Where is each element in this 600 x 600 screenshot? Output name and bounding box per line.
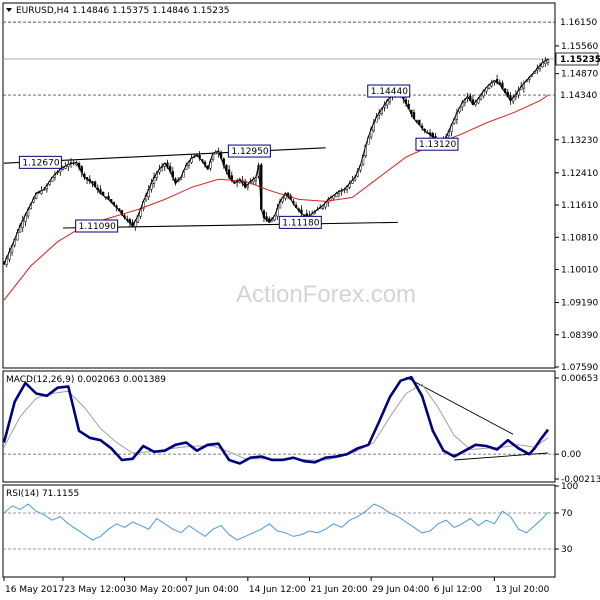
swing-level-value: 1.13120 (419, 140, 456, 150)
swing-level-annotation: 1.11090 (75, 219, 119, 233)
price-level-box (555, 52, 599, 66)
rsi-axis-tick-label: 100 (561, 482, 578, 492)
swing-level-box (75, 219, 119, 233)
swing-level-box (367, 84, 411, 98)
time-axis-label: 21 Jun 20:00 (310, 585, 367, 595)
time-axis-label: 7 Jun 04:00 (187, 585, 239, 595)
price-header: EURUSD,H4 1.14846 1.15375 1.14846 1.1523… (6, 6, 229, 16)
price-level-label: 1.15235 (555, 52, 600, 66)
macd-axis-tick-label: 0.00653 (561, 374, 598, 384)
macd-panel-frame (2, 370, 556, 483)
swing-level-value: 1.12950 (231, 147, 268, 157)
time-axis-label: 13 Jul 20:00 (495, 585, 549, 595)
macd-line (2, 375, 550, 465)
macd-axis-tick-label: -0.00213 (561, 475, 600, 485)
rsi-axis-tick-label: 30 (561, 545, 573, 555)
moving-average-line (3, 94, 549, 301)
price-level-value: 1.16150 (560, 18, 597, 28)
watermark: ActionForex.com (236, 281, 416, 308)
swing-level-value: 1.14440 (371, 87, 408, 97)
price-trendline (62, 221, 398, 229)
swing-level-box (415, 137, 459, 151)
price-axis-tick-label: 1.08390 (561, 331, 598, 341)
swing-level-box (18, 155, 62, 169)
price-level-label: 1.16150 (555, 15, 599, 29)
dropdown-triangle-icon (6, 8, 12, 12)
time-axis-label: 6 Jul 12:00 (434, 585, 483, 595)
macd-axis-tick-label: 0.00 (561, 450, 581, 460)
swing-level-value: 1.11090 (79, 222, 116, 232)
macd-header-text: MACD(12,26,9) 0.002063 0.001389 (6, 375, 166, 385)
time-axis-label: 30 May 20:00 (126, 585, 188, 595)
price-level-value: 1.15235 (560, 55, 600, 65)
price-level-box (555, 15, 599, 29)
price-level-value: 1.14340 (560, 91, 597, 101)
swing-level-box (227, 144, 271, 158)
price-axis-tick-label: 1.10010 (561, 266, 598, 276)
price-axis-tick-label: 1.12410 (561, 169, 598, 179)
candle-body (2, 263, 6, 265)
swing-level-box (278, 215, 322, 229)
price-axis-tick-label: 1.14870 (561, 70, 598, 80)
time-axis-label: 16 May 2017 (5, 585, 64, 595)
macd-trendline (405, 376, 514, 435)
rsi-header-text: RSI(14) 71.1155 (6, 489, 79, 499)
price-axis-tick-label: 1.11610 (561, 201, 598, 211)
price-axis-tick-label: 1.07590 (561, 363, 598, 373)
swing-level-annotation: 1.12670 (18, 155, 62, 169)
price-line (3, 58, 549, 265)
price-axis-tick-label: 1.15560 (561, 42, 598, 52)
time-axis-label: 14 Jun 12:00 (249, 585, 306, 595)
rsi-axis-tick-label: 70 (561, 509, 573, 519)
swing-level-value: 1.12670 (22, 158, 59, 168)
rsi-line (3, 503, 549, 541)
swing-level-annotation: 1.11180 (278, 215, 322, 229)
price-level-label: 1.14340 (555, 88, 599, 102)
time-axis-label: 29 Jun 04:00 (372, 585, 429, 595)
price-header-text: EURUSD,H4 1.14846 1.15375 1.14846 1.1523… (16, 6, 229, 16)
time-axis-label: 23 May 12:00 (64, 585, 126, 595)
macd-trendline (454, 452, 549, 461)
candle-body (546, 58, 550, 63)
swing-level-annotation: 1.14440 (367, 84, 411, 98)
price-axis-tick-label: 1.13230 (561, 136, 598, 146)
price-panel-frame (2, 2, 556, 369)
swing-level-value: 1.11180 (282, 218, 319, 228)
price-axis-tick-label: 1.10810 (561, 233, 598, 243)
swing-level-annotation: 1.12950 (227, 144, 271, 158)
rsi-panel-frame (2, 484, 556, 578)
price-level-box (555, 88, 599, 102)
swing-level-annotation: 1.13120 (415, 137, 459, 151)
price-axis-tick-label: 1.09190 (561, 299, 598, 309)
